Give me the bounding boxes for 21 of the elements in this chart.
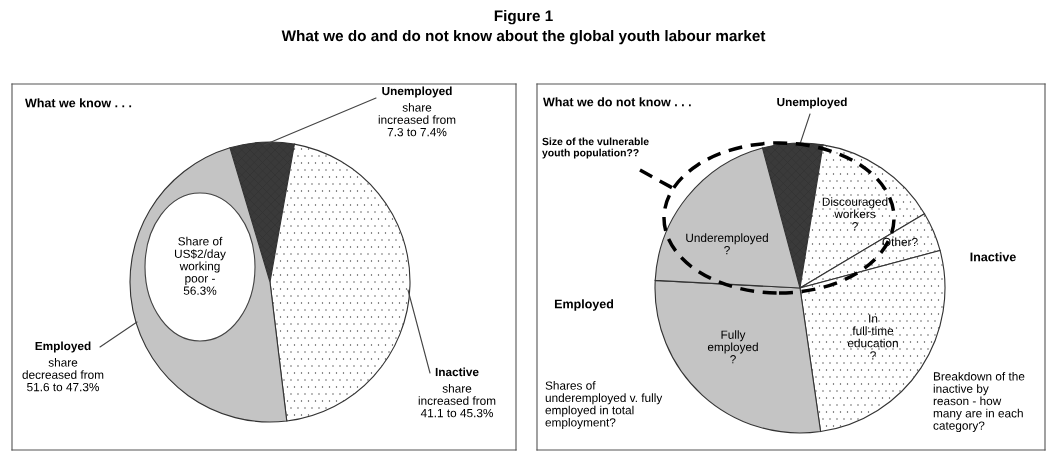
text: What we know . . . (25, 98, 132, 108)
text: Employed (554, 299, 614, 311)
slice-label: Unemployed (777, 97, 847, 109)
slice-label: Discouraged workers ? (822, 197, 888, 231)
text: share increased from 7.3 to 7.4% (378, 103, 456, 137)
text: Inactive (970, 252, 1016, 262)
slice-label: Inactive (435, 367, 479, 377)
text: Breakdown of the inactive by reason - how many are in each category? (933, 371, 1025, 433)
slice-label: In full-time education ? (847, 314, 898, 360)
text: What we do and do not know about the global youth labour market (281, 30, 766, 45)
text: Share of US$2/day working poor - 56.3% (174, 236, 226, 295)
slice-label: Underemployed ? (686, 233, 768, 255)
text: What we do not know . . . (543, 97, 691, 107)
text: Figure 1 (494, 10, 553, 25)
text: share decreased from 51.6 to 47.3% (22, 358, 104, 392)
text: Size of the vulnerable youth population?? (542, 137, 649, 159)
slice-label: Unemployed (382, 86, 452, 98)
text: Shares of underemployed v. fully employed in total employment? (545, 381, 663, 429)
text: share increased from 41.1 to 45.3% (418, 384, 496, 418)
slice-label: Employed (35, 341, 91, 353)
slice-label: Fully employed ? (707, 330, 758, 364)
